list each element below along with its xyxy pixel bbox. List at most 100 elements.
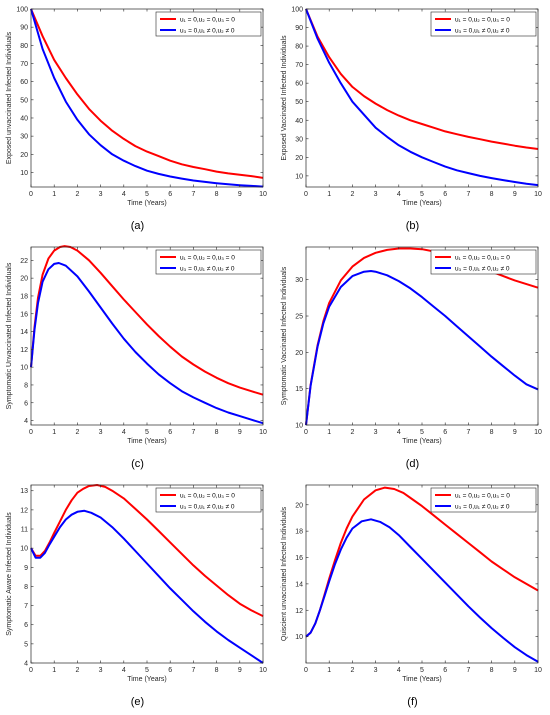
x-tick-label: 8: [215, 191, 219, 198]
legend-box: [430, 249, 537, 275]
y-axis-label: Symptomatic Aware Infected Individuals: [6, 512, 13, 636]
legend-label-1: u₁ = 0,u₂ = 0,u₃ = 0: [180, 17, 235, 24]
x-tick-label: 2: [350, 191, 354, 198]
y-tick-label: 30: [295, 136, 303, 143]
x-tick-label: 6: [168, 667, 172, 674]
legend-label-2: u₃ = 0,u₁ ≠ 0,u₂ ≠ 0: [455, 266, 510, 273]
series-line-2: [30, 8, 264, 188]
y-tick-label: 70: [20, 61, 28, 68]
y-tick-label: 11: [21, 527, 28, 534]
y-tick-label: 60: [20, 79, 28, 86]
panel-caption: (a): [131, 220, 144, 232]
y-tick-label: 5: [24, 641, 28, 648]
x-tick-label: 5: [420, 667, 424, 674]
x-tick-label: 8: [490, 667, 494, 674]
x-tick-label: 6: [443, 191, 447, 198]
panel-caption: (b): [406, 220, 419, 232]
y-tick-label: 8: [24, 382, 28, 389]
x-tick-label: 8: [490, 429, 494, 436]
x-tick-label: 4: [397, 667, 401, 674]
y-tick-label: 30: [295, 277, 303, 284]
x-tick-label: 4: [122, 429, 126, 436]
x-tick-label: 6: [443, 667, 447, 674]
x-axis-label: Time (Years): [127, 676, 167, 683]
y-tick-label: 12: [20, 507, 28, 514]
y-tick-label: 22: [20, 258, 28, 265]
legend-label-2: u₃ = 0,u₁ ≠ 0,u₂ ≠ 0: [455, 28, 510, 35]
x-tick-label: 1: [327, 667, 331, 674]
panel-a: 0 1 2 3 4 5 6 7 8 9 10 10 20 30 40 50 60 70 80 90 100 Time (Y…: [0, 0, 275, 238]
legend-box: [155, 249, 262, 275]
x-tick-label: 0: [304, 429, 308, 436]
y-tick-label: 20: [20, 276, 28, 283]
x-tick-label: 10: [259, 667, 267, 674]
x-tick-label: 2: [350, 667, 354, 674]
x-tick-label: 7: [191, 667, 195, 674]
y-tick-label: 60: [295, 81, 303, 88]
y-tick-label: 20: [295, 350, 303, 357]
y-tick-label: 50: [20, 97, 28, 104]
y-tick-label: 70: [295, 62, 303, 69]
x-tick-label: 3: [99, 191, 103, 198]
legend-box: [430, 11, 537, 37]
panel-caption: (d): [406, 458, 419, 470]
legend-box: [430, 487, 537, 513]
x-tick-label: 9: [238, 191, 242, 198]
y-tick-label: 90: [20, 25, 28, 32]
y-tick-label: 10: [20, 170, 28, 177]
y-axis-label: Quiscient unvaccinated Infected Individu…: [281, 506, 288, 641]
y-tick-label: 100: [16, 7, 28, 14]
x-tick-label: 10: [259, 191, 267, 198]
y-tick-label: 50: [295, 99, 303, 106]
x-tick-label: 7: [466, 429, 470, 436]
x-tick-label: 1: [52, 429, 56, 436]
legend-label-1: u₁ = 0,u₂ = 0,u₃ = 0: [180, 255, 235, 262]
y-tick-label: 4: [24, 418, 28, 425]
x-axis-label: Time (Years): [402, 676, 442, 683]
y-tick-label: 30: [20, 134, 28, 141]
x-tick-label: 3: [374, 667, 378, 674]
legend-label-1: u₁ = 0,u₂ = 0,u₃ = 0: [455, 17, 510, 24]
x-tick-label: 0: [304, 667, 308, 674]
x-tick-label: 7: [191, 191, 195, 198]
panel-c: 0 1 2 3 4 5 6 7 8 9 10 4 6 8 10 12 14 16 18 20 22 Time (Years…: [0, 238, 275, 476]
y-tick-label: 18: [20, 293, 28, 300]
y-tick-label: 10: [295, 173, 303, 180]
y-tick-label: 100: [291, 7, 303, 14]
y-tick-label: 40: [295, 118, 303, 125]
y-tick-label: 6: [24, 622, 28, 629]
x-tick-label: 6: [168, 429, 172, 436]
y-tick-label: 20: [295, 502, 303, 509]
series-line-2: [305, 270, 539, 426]
series-line-1: [30, 484, 264, 617]
x-tick-label: 9: [238, 667, 242, 674]
x-tick-label: 9: [513, 667, 517, 674]
x-tick-label: 1: [52, 191, 56, 198]
y-tick-label: 14: [295, 581, 303, 588]
y-tick-label: 10: [20, 365, 28, 372]
x-tick-label: 10: [534, 191, 542, 198]
x-tick-label: 8: [490, 191, 494, 198]
x-axis-label: Time (Years): [127, 200, 167, 207]
x-tick-label: 9: [513, 429, 517, 436]
y-tick-label: 40: [20, 115, 28, 122]
y-tick-label: 12: [295, 608, 303, 615]
x-tick-label: 8: [215, 429, 219, 436]
x-tick-label: 3: [374, 191, 378, 198]
y-tick-label: 13: [20, 488, 28, 495]
series-line-2: [305, 8, 539, 187]
panel-f: 0 1 2 3 4 5 6 7 8 9 10 10 12 14 16 18 20 Time (Years) Quis…: [275, 476, 550, 714]
legend-label-1: u₁ = 0,u₂ = 0,u₃ = 0: [180, 493, 235, 500]
legend-label-2: u₃ = 0,u₁ ≠ 0,u₂ ≠ 0: [180, 28, 235, 35]
y-tick-label: 25: [295, 314, 303, 321]
x-tick-label: 2: [75, 429, 79, 436]
x-tick-label: 1: [327, 191, 331, 198]
y-axis-label: Symptomatic Vaccinated Infected Individu…: [281, 266, 288, 405]
y-tick-label: 14: [20, 329, 28, 336]
x-tick-label: 3: [374, 429, 378, 436]
x-tick-label: 2: [75, 191, 79, 198]
panel-b: 0 1 2 3 4 5 6 7 8 9 10 10 20 30 40 50 60 70 80 90 100 Time (Y…: [275, 0, 550, 238]
y-tick-label: 4: [24, 661, 28, 668]
y-tick-label: 8: [24, 584, 28, 591]
